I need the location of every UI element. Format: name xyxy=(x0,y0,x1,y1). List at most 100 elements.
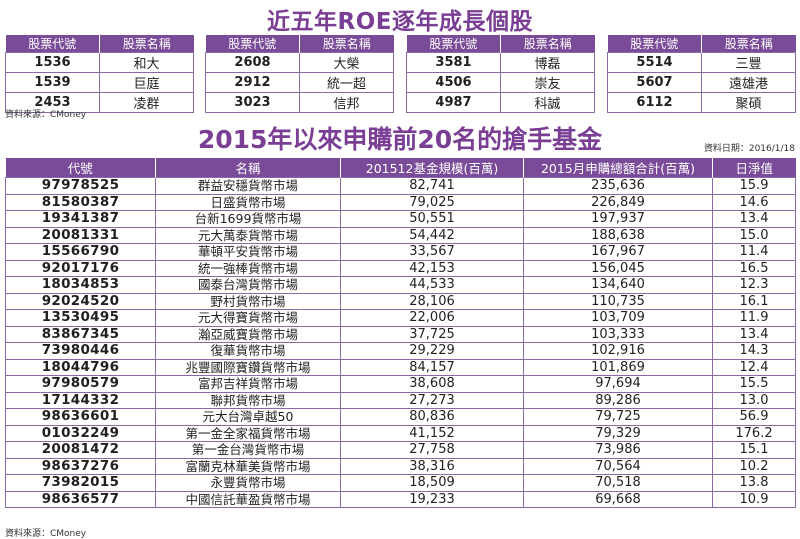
fund-size: 50,551 xyxy=(340,210,524,228)
nav-value: 13.0 xyxy=(712,391,796,409)
fund-size: 22,006 xyxy=(340,309,524,327)
fund-name: 瀚亞威寶貨幣市場 xyxy=(155,325,341,343)
subscription-total: 110,735 xyxy=(523,292,713,310)
table-row: 5607 遠雄港 xyxy=(607,72,796,93)
fund-size: 27,273 xyxy=(340,391,524,409)
nav-value: 14.6 xyxy=(712,193,796,211)
fund-code: 81580387 xyxy=(5,193,156,211)
table-row: 83867345 瀚亞威寶貨幣市場 37,725 103,333 13.4 xyxy=(5,325,796,343)
table-row: 1536 和大 xyxy=(5,52,194,73)
fund-code: 17144332 xyxy=(5,391,156,409)
table-row: 1539 巨庭 xyxy=(5,72,194,93)
table-row: 3581 博磊 xyxy=(406,52,595,73)
table-row: 2912 統一超 xyxy=(205,72,394,93)
nav-value: 15.1 xyxy=(712,441,796,459)
header-stock-code: 股票代號 xyxy=(406,35,501,53)
fund-code: 92017176 xyxy=(5,259,156,277)
subscription-total: 197,937 xyxy=(523,210,713,228)
fund-name: 第一金台灣貨幣市場 xyxy=(155,441,341,459)
table-row: 97980579 富邦吉祥貨幣市場 38,608 97,694 15.5 xyxy=(5,375,796,393)
table-row: 92017176 統一強棒貨幣市場 42,153 156,045 16.5 xyxy=(5,259,796,277)
table-row: 98636601 元大台灣卓越50 80,836 79,725 56.9 xyxy=(5,408,796,426)
stock-code: 5514 xyxy=(607,52,702,73)
fund-name: 統一強棒貨幣市場 xyxy=(155,259,341,277)
fund-size: 19,233 xyxy=(340,490,524,508)
fund-name: 日盛貨幣市場 xyxy=(155,193,341,211)
fund-size: 41,152 xyxy=(340,424,524,442)
table-row: 01032249 第一金全家福貨幣市場 41,152 79,329 176.2 xyxy=(5,424,796,442)
subscription-total: 70,518 xyxy=(523,474,713,492)
fund-code: 19341387 xyxy=(5,210,156,228)
nav-value: 16.1 xyxy=(712,292,796,310)
subscription-total: 103,709 xyxy=(523,309,713,327)
fund-name: 復華貨幣市場 xyxy=(155,342,341,360)
subscription-total: 70,564 xyxy=(523,457,713,475)
header-stock-name: 股票名稱 xyxy=(99,35,194,53)
table-row: 98636577 中國信託華盈貨幣市場 19,233 69,668 10.9 xyxy=(5,490,796,508)
subscription-total: 69,668 xyxy=(523,490,713,508)
fund-name: 聯邦貨幣市場 xyxy=(155,391,341,409)
table-row: 73980446 復華貨幣市場 29,229 102,916 14.3 xyxy=(5,342,796,360)
nav-value: 14.3 xyxy=(712,342,796,360)
table-row: 20081472 第一金台灣貨幣市場 27,758 73,986 15.1 xyxy=(5,441,796,459)
table-row: 6112 聚碩 xyxy=(607,92,796,113)
fund-size: 33,567 xyxy=(340,243,524,261)
fund-size: 38,316 xyxy=(340,457,524,475)
table-row: 5514 三豐 xyxy=(607,52,796,73)
nav-value: 10.2 xyxy=(712,457,796,475)
table-row: 13530495 元大得寶貨幣市場 22,006 103,709 11.9 xyxy=(5,309,796,327)
subscription-total: 73,986 xyxy=(523,441,713,459)
stock-name: 大榮 xyxy=(299,52,394,73)
header-nav: 日淨值 xyxy=(712,158,796,178)
roe-table-3: 股票代號 股票名稱 3581 博磊 4506 崇友 4987 科誠 xyxy=(406,35,595,113)
stock-code: 1536 xyxy=(5,52,100,73)
header-subscription-total: 2015月申購總額合計(百萬) xyxy=(523,158,713,178)
nav-value: 13.8 xyxy=(712,474,796,492)
table-row: 97978525 群益安穩貨幣市場 82,741 235,636 15.9 xyxy=(5,177,796,195)
fund-code: 83867345 xyxy=(5,325,156,343)
nav-value: 13.4 xyxy=(712,210,796,228)
subscription-total: 156,045 xyxy=(523,259,713,277)
stock-name: 巨庭 xyxy=(99,72,194,93)
subscription-total: 103,333 xyxy=(523,325,713,343)
fund-name: 元大萬泰貨幣市場 xyxy=(155,226,341,244)
stock-code: 2608 xyxy=(205,52,300,73)
fund-name: 群益安穩貨幣市場 xyxy=(155,177,341,195)
fund-name: 永豐貨幣市場 xyxy=(155,474,341,492)
fund-size: 18,509 xyxy=(340,474,524,492)
fund-name: 國泰台灣貨幣市場 xyxy=(155,276,341,294)
header-name: 名稱 xyxy=(155,158,341,178)
stock-code: 2912 xyxy=(205,72,300,93)
subscription-total: 79,725 xyxy=(523,408,713,426)
table-row: 18034853 國泰台灣貨幣市場 44,533 134,640 12.3 xyxy=(5,276,796,294)
stock-name: 凌群 xyxy=(99,92,194,113)
fund-name: 中國信託華盈貨幣市場 xyxy=(155,490,341,508)
fund-size: 38,608 xyxy=(340,375,524,393)
table-row: 3023 信邦 xyxy=(205,92,394,113)
table-row: 2608 大榮 xyxy=(205,52,394,73)
fund-size: 27,758 xyxy=(340,441,524,459)
subscription-total: 167,967 xyxy=(523,243,713,261)
roe-table-2: 股票代號 股票名稱 2608 大榮 2912 統一超 3023 信邦 xyxy=(205,35,394,113)
header-fund-size: 201512基金規模(百萬) xyxy=(340,158,524,178)
stock-name: 信邦 xyxy=(299,92,394,113)
header-stock-code: 股票代號 xyxy=(5,35,100,53)
nav-value: 13.4 xyxy=(712,325,796,343)
stock-name: 遠雄港 xyxy=(701,72,796,93)
fund-code: 98637276 xyxy=(5,457,156,475)
main-title: 2015年以來申購前20名的搶手基金 xyxy=(197,125,603,154)
stock-code: 1539 xyxy=(5,72,100,93)
table-row: 15566790 華頓平安貨幣市場 33,567 167,967 11.4 xyxy=(5,243,796,261)
fund-code: 15566790 xyxy=(5,243,156,261)
roe-table-4: 股票代號 股票名稱 5514 三豐 5607 遠雄港 6112 聚碩 xyxy=(607,35,796,113)
nav-value: 15.9 xyxy=(712,177,796,195)
fund-size: 28,106 xyxy=(340,292,524,310)
fund-code: 20081331 xyxy=(5,226,156,244)
subscription-total: 235,636 xyxy=(523,177,713,195)
subscription-total: 89,286 xyxy=(523,391,713,409)
fund-size: 29,229 xyxy=(340,342,524,360)
stock-name: 統一超 xyxy=(299,72,394,93)
fund-size: 79,025 xyxy=(340,193,524,211)
fund-name: 華頓平安貨幣市場 xyxy=(155,243,341,261)
table-row: 92024520 野村貨幣市場 28,106 110,735 16.1 xyxy=(5,292,796,310)
